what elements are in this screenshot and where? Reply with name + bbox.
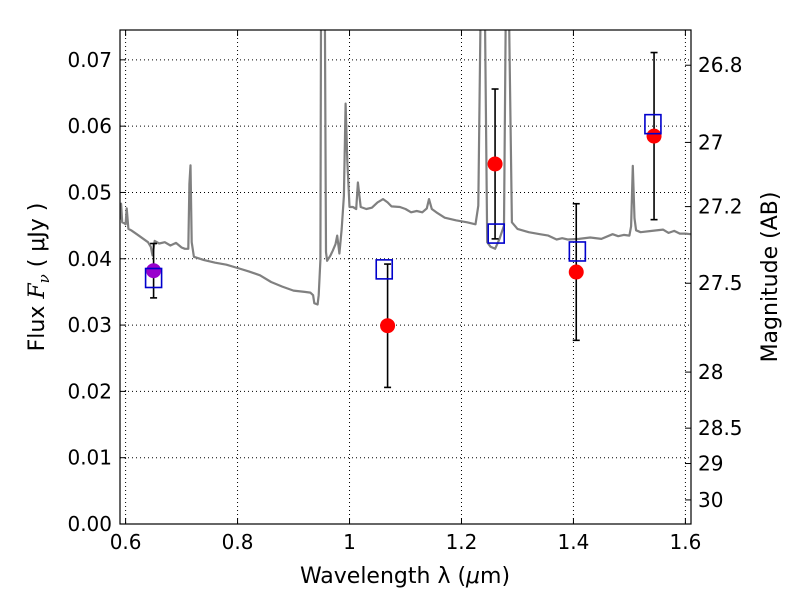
y-tick-label: 0.02 — [67, 379, 112, 403]
spectrum-layer — [120, 30, 691, 306]
x-axis-label-suffix: m) — [480, 564, 510, 589]
model-point — [375, 259, 394, 280]
model-point — [568, 241, 587, 262]
spectrum-line — [120, 30, 691, 306]
y-tick-label: 0.03 — [67, 313, 112, 337]
x-tick-label: 1.4 — [558, 530, 590, 554]
plot-frame — [119, 29, 692, 525]
y-tick-label: 0.05 — [67, 180, 112, 204]
observed-point — [487, 156, 503, 172]
y-axis-label-subscript: ν — [35, 274, 53, 283]
x-tick-label: 1.6 — [669, 530, 701, 554]
y-axis-label-suffix: ( μJy ) — [25, 203, 50, 275]
axes: 0.6 0.8 1 1.2 1.4 1.6 0.00 0.01 0.02 0.03 0.04 0.05… — [67, 30, 743, 554]
points-layer — [144, 51, 662, 389]
y-axis-label: Flux Fν ( μJy ) — [25, 203, 53, 352]
right-axis-label: Magnitude (AB) — [758, 192, 783, 363]
magnitude-tick-label: 26.8 — [698, 53, 743, 77]
magnitude-tick-label: 27 — [698, 130, 723, 154]
y-axis-label-prefix: Flux — [25, 299, 50, 352]
x-axis-label-unit: μ — [465, 564, 480, 589]
x-tick-label: 0.8 — [222, 530, 254, 554]
magnitude-tick-label: 28.5 — [698, 416, 743, 440]
observed-point — [380, 318, 396, 334]
y-axis-label-symbol: F — [25, 283, 50, 300]
magnitude-tick-label: 27.5 — [698, 271, 743, 295]
observed-point — [146, 263, 162, 279]
y-tick-label: 0.00 — [67, 512, 112, 536]
magnitude-tick-label: 28 — [698, 360, 723, 384]
x-axis-label: Wavelength λ (μm) — [300, 564, 510, 589]
magnitude-tick-label: 30 — [698, 488, 723, 512]
y-tick-label: 0.04 — [67, 247, 112, 271]
x-axis-label-prefix: Wavelength λ ( — [300, 564, 466, 589]
y-tick-label: 0.06 — [67, 114, 112, 138]
x-tick-label: 0.6 — [110, 530, 142, 554]
plot-area — [120, 30, 691, 524]
model-point — [644, 113, 662, 135]
observed-point — [646, 128, 662, 144]
model-point — [487, 223, 505, 244]
magnitude-tick-label: 29 — [698, 452, 723, 476]
x-tick-label: 1.2 — [446, 530, 478, 554]
y-tick-label: 0.07 — [67, 48, 112, 72]
y-tick-label: 0.01 — [67, 446, 112, 470]
x-tick-label: 1 — [343, 530, 356, 554]
observed-point — [568, 264, 584, 280]
magnitude-tick-label: 27.2 — [698, 195, 743, 219]
model-point — [144, 267, 163, 289]
